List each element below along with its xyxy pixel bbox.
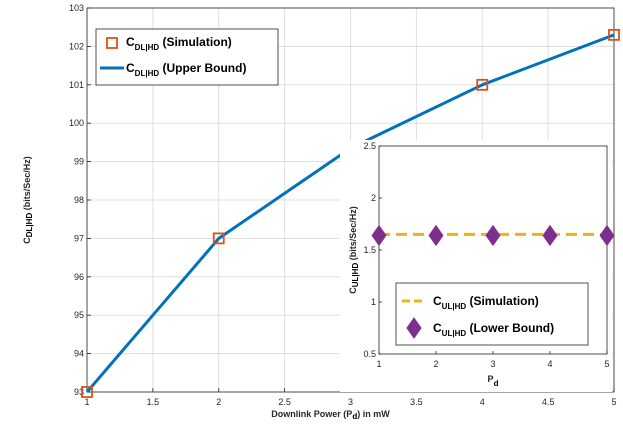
y-tick-label: 101 [69, 80, 84, 90]
inset-y-tick-label: 0.5 [363, 349, 376, 359]
lower-bound-marker [428, 224, 444, 247]
inset-y-axis-label-group: CUL|HD (bits/Sec/Hz) [348, 206, 360, 293]
y-tick-label: 95 [74, 310, 84, 320]
inset-x-tick-label: 4 [547, 359, 552, 369]
x-axis-label: Downlink Power (Pd) in mW [271, 409, 390, 421]
inset-y-tick-label: 2 [371, 193, 376, 203]
lower-bound-marker [542, 224, 558, 247]
simulation-marker [476, 78, 489, 91]
y-tick-label: 93 [74, 387, 84, 397]
y-tick-label: 96 [74, 272, 84, 282]
y-axis-label: CDL|HD (bits/Sec/Hz) [22, 156, 34, 243]
legend-simulation-label: CDL|HD (Simulation) [126, 35, 232, 52]
inset-y-axis-label: CUL|HD (bits/Sec/Hz) [348, 206, 360, 293]
inset-x-tick-label: 2 [433, 359, 438, 369]
legend-simulation-swatch [106, 37, 118, 49]
inset-x-tick-label: 5 [604, 359, 609, 369]
simulation-marker [212, 232, 225, 245]
simulation-marker [81, 386, 93, 398]
inset-x-axis-label: Pd [488, 374, 499, 388]
y-tick-label: 94 [74, 349, 84, 359]
y-tick-label: 100 [69, 118, 84, 128]
x-tick-label: 2 [216, 397, 221, 407]
x-tick-label: 4.5 [542, 397, 555, 407]
legend-box [95, 28, 279, 86]
lower-bound-marker [371, 224, 387, 247]
inset-legend: CUL|HD (Simulation) CUL|HD (Lower Bound) [395, 282, 589, 346]
x-tick-label: 1.5 [147, 397, 160, 407]
legend-upper-bound-label: CDL|HD (Upper Bound) [126, 61, 246, 78]
simulation-marker [608, 28, 620, 41]
y-tick-label: 103 [69, 3, 84, 13]
legend-lower-bound-label: CUL|HD (Lower Bound) [433, 321, 554, 338]
y-tick-label: 102 [69, 41, 84, 51]
x-tick-label: 3.5 [410, 397, 423, 407]
legend-lower-bound-swatch [406, 317, 422, 339]
y-tick-label: 99 [74, 157, 84, 167]
legend-ul-simulation-label: CUL|HD (Simulation) [433, 294, 539, 311]
x-tick-label: 2.5 [278, 397, 291, 407]
x-tick-label: 3 [348, 397, 353, 407]
inset-y-tick-label: 2.5 [363, 141, 376, 151]
x-tick-label: 1 [84, 397, 89, 407]
x-tick-label: 4 [480, 397, 485, 407]
x-tick-label: 5 [611, 397, 616, 407]
legend: CDL|HD (Simulation) CDL|HD (Upper Bound) [95, 28, 279, 86]
y-tick-label: 97 [74, 233, 84, 243]
lower-bound-marker [485, 224, 501, 247]
lower-bound-marker [599, 224, 615, 247]
y-axis-label-group: CDL|HD (bits/Sec/Hz) [22, 156, 34, 243]
inset-y-tick-label: 1 [371, 297, 376, 307]
y-tick-label: 98 [74, 195, 84, 205]
inset-x-tick-label: 1 [376, 359, 381, 369]
inset-legend-box [395, 282, 589, 346]
inset-y-tick-label: 1.5 [363, 245, 376, 255]
inset-x-tick-label: 3 [490, 359, 495, 369]
